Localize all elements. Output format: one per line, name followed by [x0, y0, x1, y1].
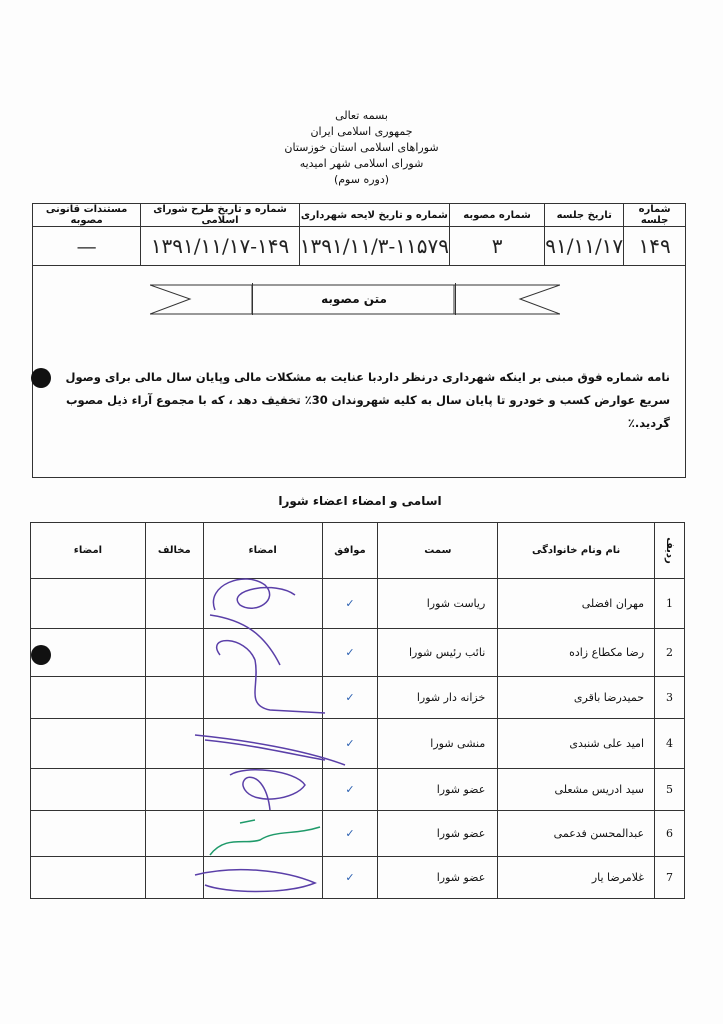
member-role: عضو شورا — [377, 856, 499, 899]
member-role: ریاست شورا — [377, 578, 499, 629]
member-role: عضو شورا — [377, 768, 499, 811]
header-signature: امضاء — [30, 522, 146, 579]
member-role: نائب رئیس شورا — [377, 628, 499, 677]
signature — [30, 718, 146, 769]
row-number: 3 — [654, 676, 685, 719]
signature — [202, 628, 323, 677]
resolution-text: نامه شماره فوق مبنی بر اینکه شهرداری درن… — [65, 370, 670, 430]
row-number: 6 — [654, 810, 685, 857]
header-name: نام ونام خانوادگی — [497, 522, 656, 579]
row-number: 5 — [654, 768, 685, 811]
banner-ribbon — [150, 284, 560, 315]
header-municipality-bill: شماره و تاریخ لایحه شهرداری — [298, 203, 450, 227]
agree-check: ✓ — [321, 768, 379, 811]
row-number: 7 — [654, 856, 685, 899]
session-table: شماره جلسه تاریخ جلسه شماره مصوبه شماره … — [31, 203, 686, 266]
header-disagree: مخالف — [144, 522, 204, 579]
signature — [202, 856, 323, 899]
header-line: شوراهای اسلامی استان خوزستان — [284, 141, 439, 154]
member-name: عبدالمحسن فدعمی — [497, 810, 656, 857]
signature — [202, 676, 323, 719]
header-council-plan: شماره و تاریخ طرح شورای اسلامی — [140, 203, 300, 227]
disagree — [144, 628, 204, 677]
agree-check: ✓ — [321, 810, 379, 857]
header-line: جمهوری اسلامی ایران — [310, 125, 413, 138]
agree-check: ✓ — [321, 676, 379, 719]
header-session-number: شماره جلسه — [623, 203, 686, 227]
member-role: منشی شورا — [377, 718, 499, 769]
header-session-date: تاریخ جلسه — [544, 203, 625, 227]
signature — [30, 768, 146, 811]
table-row: 4 امید علی شنبدی منشی شورا ✓ — [30, 718, 685, 769]
row-number: 1 — [654, 578, 685, 629]
header-row-number: ردیف — [654, 522, 685, 579]
signature — [30, 628, 146, 677]
table-row: 2 رضا مکطاع زاده نائب رئیس شورا ✓ — [30, 628, 685, 677]
disagree — [144, 768, 204, 811]
disagree — [144, 676, 204, 719]
signature — [30, 578, 146, 629]
signature — [30, 676, 146, 719]
member-name: امید علی شنبدی — [497, 718, 656, 769]
signature — [202, 578, 323, 629]
disagree — [144, 856, 204, 899]
header-legal-basis: مستندات قانونی مصوبه — [31, 203, 142, 227]
members-table: ردیف نام ونام خانوادگی سمت موافق امضاء م… — [30, 522, 685, 899]
signature — [30, 810, 146, 857]
disagree — [144, 718, 204, 769]
signature — [202, 718, 323, 769]
member-name: حمیدرضا باقری — [497, 676, 656, 719]
session-number: ۱۴۹ — [623, 226, 686, 266]
member-role: عضو شورا — [377, 810, 499, 857]
agree-check: ✓ — [321, 718, 379, 769]
header-role: سمت — [377, 522, 499, 579]
header-line: بسمه تعالی — [335, 109, 388, 122]
letterhead: بسمه تعالی جمهوری اسلامی ایران شوراهای ا… — [0, 108, 723, 188]
punch-hole — [31, 368, 51, 388]
disagree — [144, 810, 204, 857]
member-name: سید ادریس مشعلی — [497, 768, 656, 811]
table-row: 3 حمیدرضا باقری خزانه دار شورا ✓ — [30, 676, 685, 719]
session-date: ۹۱/۱۱/۱۷ — [544, 226, 625, 266]
header-resolution-number: شماره مصوبه — [448, 203, 546, 227]
member-name: مهران افضلی — [497, 578, 656, 629]
header-line: (دوره سوم) — [333, 173, 390, 186]
member-name: غلامرضا یار — [497, 856, 656, 899]
header-line: شورای اسلامی شهر امیدیه — [299, 157, 424, 170]
signature — [30, 856, 146, 899]
legal-basis: — — [31, 226, 142, 266]
resolution-title: متن مصوبه — [252, 283, 456, 315]
table-row: 5 سید ادریس مشعلی عضو شورا ✓ — [30, 768, 685, 811]
table-row: 6 عبدالمحسن فدعمی عضو شورا ✓ — [30, 810, 685, 857]
header-signature: امضاء — [202, 522, 323, 579]
municipality-bill: ۱۳۹۱/۱۱/۳-۱۱۵۷۹ — [298, 226, 450, 266]
resolution-number: ۳ — [448, 226, 546, 266]
header-agree: موافق — [321, 522, 379, 579]
agree-check: ✓ — [321, 578, 379, 629]
member-role: خزانه دار شورا — [377, 676, 499, 719]
table-row: 1 مهران افضلی ریاست شورا ✓ — [30, 578, 685, 629]
agree-check: ✓ — [321, 628, 379, 677]
council-plan: ۱۳۹۱/۱۱/۱۷-۱۴۹ — [140, 226, 300, 266]
table-row: 7 غلامرضا یار عضو شورا ✓ — [30, 856, 685, 899]
signature — [202, 810, 323, 857]
agree-check: ✓ — [321, 856, 379, 899]
row-number: 4 — [654, 718, 685, 769]
disagree — [144, 578, 204, 629]
signature — [202, 768, 323, 811]
row-number: 2 — [654, 628, 685, 677]
members-title: اسامی و امضاء اعضاء شورا — [278, 494, 442, 508]
member-name: رضا مکطاع زاده — [497, 628, 656, 677]
